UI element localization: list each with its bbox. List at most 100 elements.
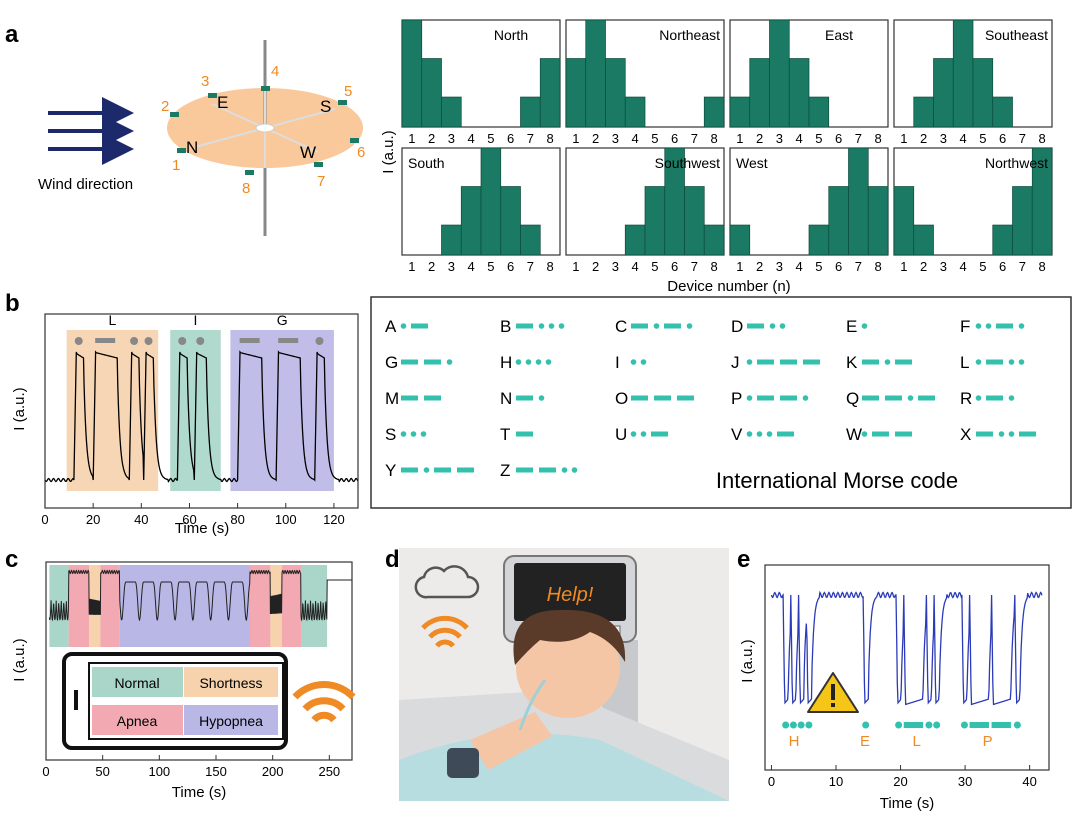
morse-dash	[1019, 431, 1036, 437]
morse-title: International Morse code	[716, 468, 958, 493]
morse-dot	[797, 721, 805, 729]
bar	[729, 96, 751, 128]
morse-letter-j: J	[731, 353, 820, 372]
tick-label: 4	[632, 131, 639, 146]
tick-label: 6	[999, 131, 1006, 146]
bar	[788, 58, 810, 128]
direction-subplot-southeast: 1 2 3 4 5 6 7 8 Southeast	[893, 19, 1053, 146]
morse-dash	[411, 323, 428, 329]
tick-label: 6	[671, 259, 678, 274]
tick-label: 30	[958, 774, 972, 789]
morse-dot	[925, 721, 933, 729]
pulse-dot	[178, 337, 187, 345]
morse-dot	[535, 359, 542, 365]
bar	[992, 224, 1013, 256]
tick-label: 8	[547, 259, 554, 274]
morse-dash	[803, 359, 820, 365]
wifi-icon	[292, 681, 356, 723]
morse-dot	[423, 467, 430, 473]
morse-dot	[895, 721, 903, 729]
morse-dot	[558, 323, 565, 329]
sensor-disk	[167, 40, 363, 236]
morse-dash	[862, 359, 879, 365]
tick-label: 6	[671, 131, 678, 146]
subplot-title: Southeast	[985, 27, 1048, 43]
signal-line	[770, 590, 1043, 706]
pulse-dash	[278, 338, 299, 343]
tick-label: 3	[448, 131, 455, 146]
morse-letter-g: G	[385, 353, 453, 372]
subplot-title: Southwest	[655, 155, 720, 171]
morse-dash	[516, 467, 533, 473]
direction-subplot-northeast: 1 2 3 4 5 6 7 8 Northeast	[565, 19, 725, 146]
tick-label: 6	[999, 259, 1006, 274]
subplot-title: East	[825, 27, 853, 43]
tick-label: 100	[148, 764, 170, 779]
morse-dash	[976, 431, 993, 437]
device-marker	[350, 138, 359, 143]
tick-label: 150	[205, 764, 227, 779]
tick-label: 8	[875, 131, 882, 146]
tick-label: 8	[547, 131, 554, 146]
morse-letter-z: Z	[500, 461, 578, 480]
bar	[421, 58, 442, 128]
morse-letter: Q	[846, 389, 859, 408]
tick-label: 60	[182, 512, 196, 527]
morse-letter: B	[500, 317, 511, 336]
morse-letter-s: S	[385, 425, 427, 444]
morse-letter-d: D	[731, 317, 786, 336]
tick-label: 5	[815, 259, 822, 274]
bar	[972, 58, 994, 128]
tick-label: 6	[835, 131, 842, 146]
e-x-label: Time (s)	[880, 795, 934, 812]
bar	[480, 147, 502, 256]
morse-letter: P	[731, 389, 742, 408]
morse-letter-i: I	[615, 353, 647, 372]
morse-dot	[1013, 721, 1021, 729]
morse-letter-q: Q	[846, 389, 935, 408]
morse-dash	[918, 395, 935, 401]
morse-dot	[884, 359, 891, 365]
morse-dash	[996, 323, 1013, 329]
plot-frame	[764, 564, 1050, 771]
morse-dash	[986, 359, 1003, 365]
morse-dot	[640, 431, 647, 437]
direction-subplot-west: 1 2 3 4 5 6 7 8 West	[729, 147, 889, 274]
wind-direction-label: Wind direction	[38, 176, 133, 193]
morse-dot	[515, 359, 522, 365]
morse-dash	[757, 395, 774, 401]
direction-subplot-south: 1 2 3 4 5 6 7 8 South	[401, 147, 561, 274]
state-band	[250, 565, 271, 647]
morse-letter-p: P	[731, 389, 809, 408]
cloud-icon	[414, 565, 480, 599]
subplot-title: West	[736, 155, 768, 171]
tick-label: 6	[507, 131, 514, 146]
morse-dash	[895, 359, 912, 365]
plot-frame	[44, 313, 359, 509]
tick-label: 120	[323, 512, 345, 527]
device-number: 7	[317, 173, 325, 190]
legend-hypopnea: Hypopnea	[199, 713, 263, 729]
morse-dot	[960, 721, 968, 729]
morse-dash	[664, 323, 681, 329]
tick-label: 3	[776, 131, 783, 146]
bar	[952, 19, 974, 128]
disk-letter-e: E	[217, 93, 228, 112]
morse-letter: U	[615, 425, 627, 444]
tick-label: 2	[428, 131, 435, 146]
morse-dot	[861, 431, 868, 437]
morse-dash	[424, 359, 441, 365]
morse-letter: Z	[500, 461, 510, 480]
bar	[703, 96, 725, 128]
bar	[565, 58, 587, 128]
tick-label: 1	[408, 259, 415, 274]
subplot-title: Northwest	[985, 155, 1048, 171]
tick-label: 250	[318, 764, 340, 779]
morse-dash	[885, 395, 902, 401]
bar	[913, 224, 934, 256]
bar	[539, 58, 561, 128]
morse-dash	[401, 467, 418, 473]
morse-dot	[630, 431, 637, 437]
tick-label: 7	[527, 259, 534, 274]
morse-dash	[677, 395, 694, 401]
